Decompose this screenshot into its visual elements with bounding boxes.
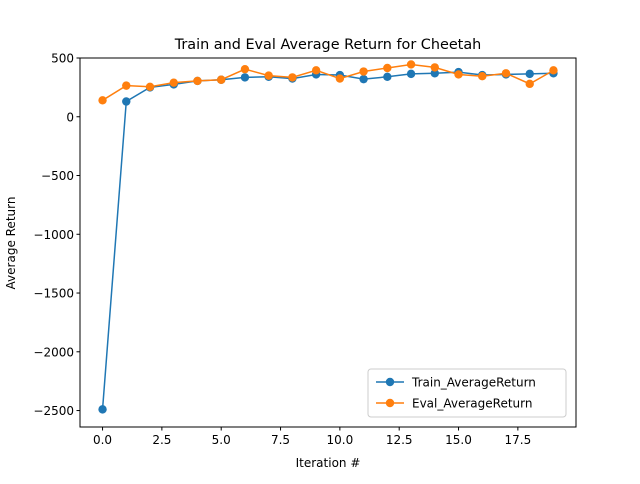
data-point bbox=[264, 71, 273, 80]
data-point bbox=[549, 66, 558, 75]
data-point bbox=[478, 72, 487, 81]
legend-label: Train_AverageReturn bbox=[411, 376, 536, 390]
legend-label: Eval_AverageReturn bbox=[412, 397, 532, 411]
data-point bbox=[122, 97, 131, 106]
y-tick-label: −2000 bbox=[33, 345, 74, 359]
data-point bbox=[359, 67, 368, 76]
data-point bbox=[430, 63, 439, 72]
x-tick-label: 0.0 bbox=[93, 433, 112, 447]
data-point bbox=[98, 405, 107, 414]
data-point bbox=[288, 73, 297, 82]
data-point bbox=[193, 76, 202, 86]
legend-item: Eval_AverageReturn bbox=[376, 397, 532, 411]
legend-item: Train_AverageReturn bbox=[376, 376, 536, 390]
data-point bbox=[430, 69, 439, 78]
x-tick-label: 7.5 bbox=[271, 433, 290, 447]
y-tick-label: 500 bbox=[51, 52, 74, 66]
y-tick-label: −1000 bbox=[33, 228, 74, 242]
data-point bbox=[217, 75, 226, 84]
y-tick-label: −1500 bbox=[33, 287, 74, 301]
y-tick-label: 0 bbox=[66, 110, 74, 124]
legend-marker bbox=[385, 398, 395, 408]
x-axis-label: Iteration # bbox=[296, 456, 361, 470]
y-tick-label: −2500 bbox=[33, 404, 74, 418]
data-point bbox=[383, 72, 392, 82]
data-point bbox=[525, 79, 534, 89]
data-point bbox=[145, 82, 155, 91]
x-tick-label: 15.0 bbox=[445, 433, 472, 447]
data-point bbox=[311, 66, 321, 75]
series-Eval_AverageReturn bbox=[98, 60, 558, 105]
data-point bbox=[169, 78, 178, 87]
plot-marks bbox=[98, 60, 558, 414]
axes: 0.0 2.5 5.0 7.5 10.0 12.5 15.0 17.5 500 0 −500 −100… bbox=[33, 52, 577, 447]
x-tick-label: 2.5 bbox=[152, 433, 171, 447]
data-point bbox=[335, 74, 345, 83]
data-point bbox=[383, 63, 392, 73]
plot-frame bbox=[79, 57, 577, 428]
chart-title: Train and Eval Average Return for Cheeta… bbox=[174, 37, 482, 53]
y-tick-label: −500 bbox=[41, 169, 74, 183]
x-tick-label: 10.0 bbox=[327, 433, 354, 447]
data-point bbox=[122, 81, 131, 90]
data-point bbox=[525, 69, 534, 79]
x-tick-label: 5.0 bbox=[212, 433, 231, 447]
legend: Train_AverageReturn Eval_AverageReturn bbox=[367, 368, 567, 418]
legend-box bbox=[367, 368, 567, 418]
data-point bbox=[240, 64, 250, 74]
legend-marker bbox=[385, 377, 395, 387]
data-point bbox=[406, 60, 416, 69]
data-point bbox=[501, 69, 511, 78]
x-tick-label: 17.5 bbox=[504, 433, 531, 447]
y-axis-label: Average Return bbox=[4, 197, 18, 290]
data-point bbox=[406, 69, 416, 79]
x-tick-label: 12.5 bbox=[386, 433, 413, 447]
data-point bbox=[240, 73, 250, 82]
data-point bbox=[98, 96, 107, 105]
data-point bbox=[454, 70, 463, 79]
data-point bbox=[359, 74, 368, 84]
